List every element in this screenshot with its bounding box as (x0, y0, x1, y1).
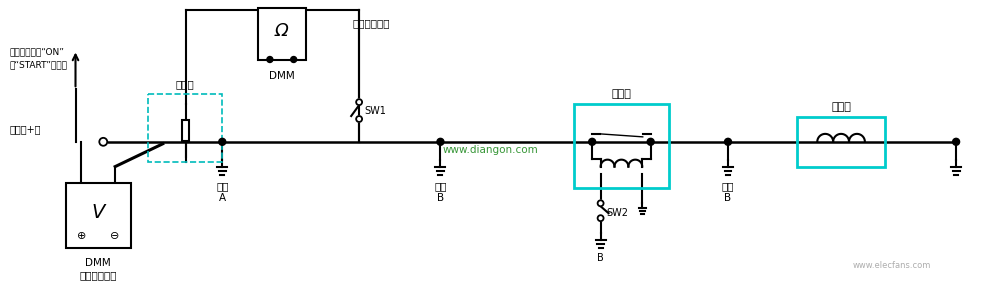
Text: DMM
（电压检查）: DMM （电压检查） (80, 258, 117, 280)
Text: 熔丝盒: 熔丝盒 (176, 79, 194, 89)
Circle shape (291, 57, 297, 62)
Bar (258, 8, 306, 59)
Text: Ω: Ω (275, 22, 289, 40)
Text: 蓄电池+侧: 蓄电池+侧 (9, 124, 40, 134)
Circle shape (598, 200, 603, 206)
Circle shape (219, 138, 226, 145)
Text: 短路
B: 短路 B (434, 182, 447, 203)
Circle shape (356, 99, 362, 105)
Bar (148, 94, 222, 162)
Circle shape (952, 138, 959, 145)
Circle shape (647, 138, 654, 145)
Text: www.diangon.com: www.diangon.com (442, 145, 538, 155)
Bar (182, 120, 189, 141)
Circle shape (356, 116, 362, 122)
Text: SW2: SW2 (606, 208, 628, 218)
Text: www.elecfans.com: www.elecfans.com (853, 261, 931, 270)
Text: ⊖: ⊖ (110, 231, 120, 241)
Text: SW1: SW1 (364, 106, 386, 116)
Bar (574, 104, 669, 188)
Text: V: V (92, 203, 105, 222)
Circle shape (725, 138, 732, 145)
Bar (66, 183, 130, 248)
Text: 短路
A: 短路 A (216, 182, 229, 203)
Text: B: B (598, 253, 604, 263)
Text: 短路
B: 短路 B (722, 182, 735, 203)
Text: 电磁阀: 电磁阀 (831, 102, 851, 112)
Circle shape (589, 138, 596, 145)
Bar (798, 117, 884, 167)
Circle shape (598, 215, 603, 221)
Circle shape (267, 57, 273, 62)
Text: ⊕: ⊕ (77, 231, 86, 241)
Text: （电阻检查）: （电阻检查） (352, 18, 389, 28)
Circle shape (437, 138, 444, 145)
Circle shape (100, 138, 107, 146)
Text: DMM: DMM (269, 72, 295, 82)
Text: 点火开关处于“ON”
或“START”位置上: 点火开关处于“ON” 或“START”位置上 (9, 47, 67, 69)
Text: 继电器: 继电器 (611, 89, 631, 99)
